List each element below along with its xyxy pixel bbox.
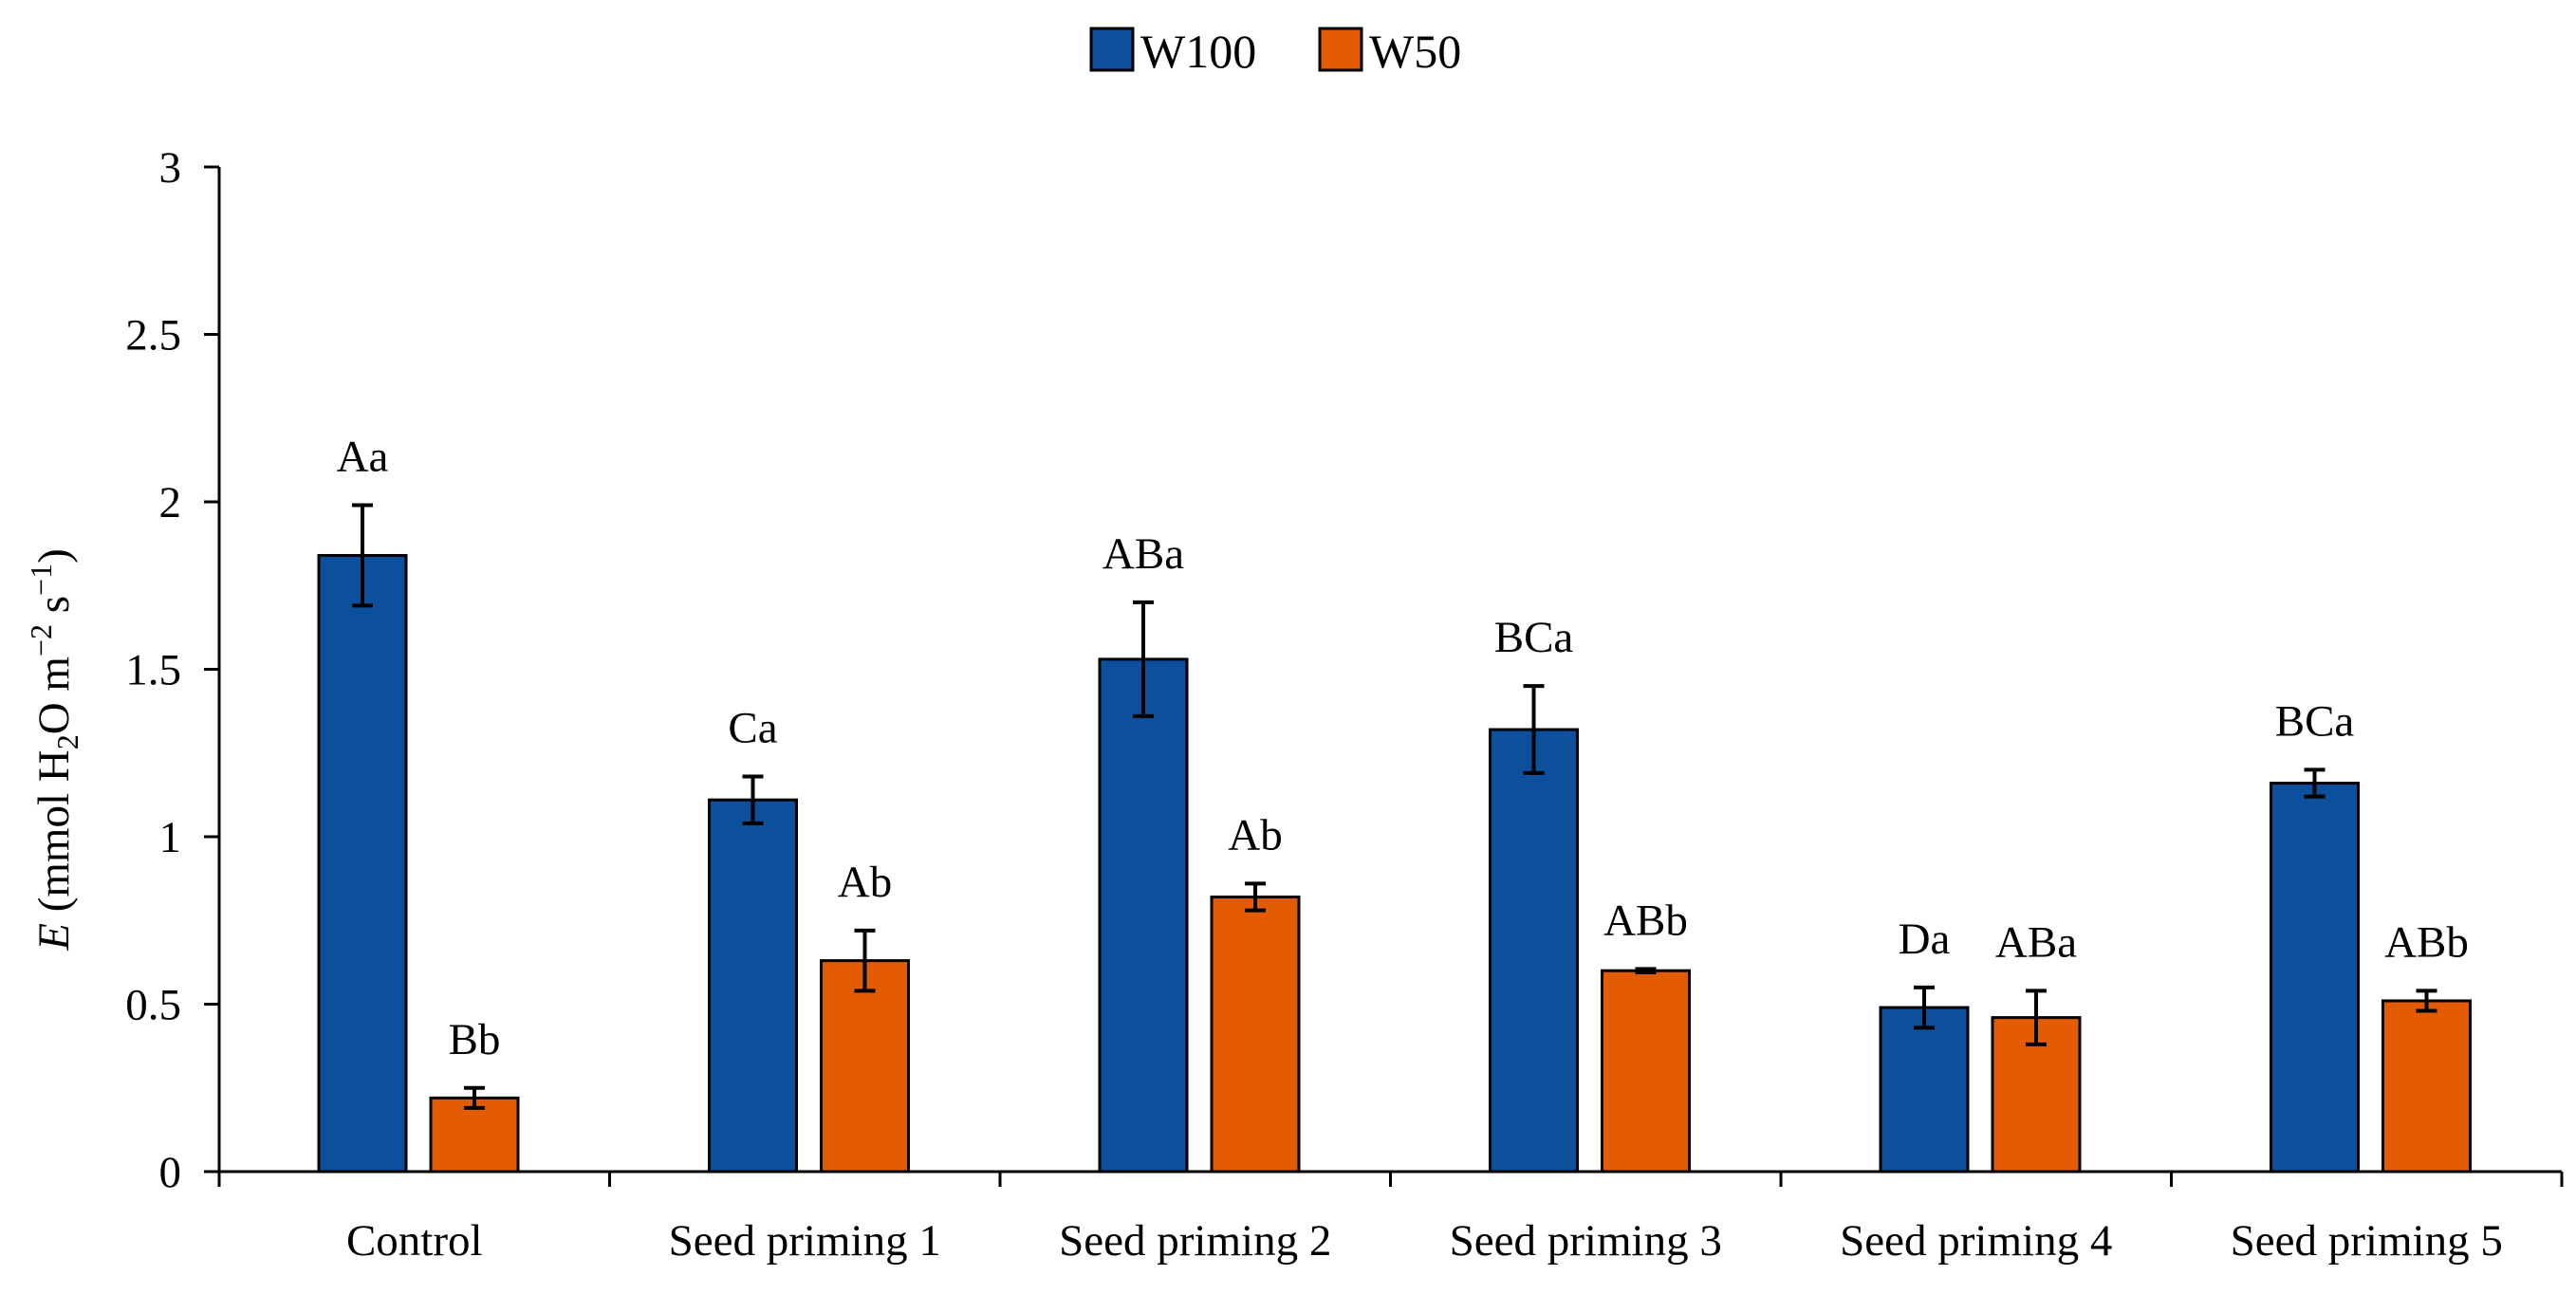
y-axis-label-middle: O m xyxy=(29,656,79,734)
legend-swatch-w100 xyxy=(1089,27,1135,72)
error-bars xyxy=(352,503,2437,1110)
x-category-label: Control xyxy=(346,1216,483,1266)
y-axis-label-prefix: (mmol H xyxy=(29,749,79,923)
bar-w100 xyxy=(1098,657,1189,1174)
y-tick-label: 0 xyxy=(159,1148,182,1197)
significance-label: Aa xyxy=(337,433,389,482)
legend-swatch-w50 xyxy=(1318,27,1363,72)
y-tick-label: 2.5 xyxy=(125,311,181,360)
legend-label-w100: W100 xyxy=(1140,25,1256,78)
legend-label-w50: W50 xyxy=(1369,25,1461,78)
y-tick-label: 0.5 xyxy=(125,981,181,1030)
bar-w100 xyxy=(1879,1006,1970,1174)
bar-w50 xyxy=(1210,896,1301,1174)
significance-label: Da xyxy=(1899,915,1951,964)
y-axis-label-sup2: −1 xyxy=(24,564,58,596)
y-axis-label-middle2: s xyxy=(29,596,79,624)
bar-w50 xyxy=(1601,969,1691,1174)
significance-label: Ca xyxy=(728,703,777,752)
bars xyxy=(317,553,2472,1174)
bar-w100 xyxy=(1489,728,1579,1174)
bar-w100 xyxy=(317,553,408,1174)
significance-label: Bb xyxy=(449,1015,501,1064)
significance-label: ABb xyxy=(2384,917,2469,967)
y-axis: 0 0.5 1 1.5 2 2.5 3 xyxy=(125,143,221,1197)
y-tick-label: 1 xyxy=(159,813,182,862)
significance-labels: Aa Ca ABa BCa Da BCa Bb Ab Ab ABb ABa ABb xyxy=(337,433,2469,1064)
x-category-label: Seed priming 4 xyxy=(1840,1216,2112,1266)
bar-w50 xyxy=(820,959,910,1174)
significance-label: ABa xyxy=(1995,917,2077,967)
significance-label: ABa xyxy=(1103,529,1184,579)
y-tick-label: 1.5 xyxy=(125,646,181,695)
y-axis-label: E (mmol H2O m−2 s−1) xyxy=(24,548,84,952)
bar-w100 xyxy=(2270,782,2360,1174)
significance-label: BCa xyxy=(2275,696,2355,746)
x-category-label: Seed priming 5 xyxy=(2231,1216,2503,1266)
bar-w50 xyxy=(429,1096,520,1174)
y-tick-label: 2 xyxy=(159,478,182,527)
y-tick-label: 3 xyxy=(159,143,182,193)
x-axis: Control Seed priming 1 Seed priming 2 Seed … xyxy=(217,1170,2564,1266)
significance-label: ABb xyxy=(1603,896,1688,945)
significance-label: Ab xyxy=(838,858,892,907)
y-axis-label-variable: E xyxy=(29,923,79,952)
x-category-label: Seed priming 1 xyxy=(669,1216,941,1266)
y-axis-label-sub: 2 xyxy=(50,734,84,749)
legend: W100 W50 xyxy=(1089,25,1461,78)
x-category-label: Seed priming 3 xyxy=(1450,1216,1722,1266)
significance-label: BCa xyxy=(1494,613,1574,662)
significance-label: Ab xyxy=(1228,810,1282,860)
y-axis-label-suffix: ) xyxy=(29,548,79,564)
bar-w50 xyxy=(2381,999,2472,1174)
bar-w100 xyxy=(708,798,798,1174)
y-axis-label-sup1: −2 xyxy=(24,624,58,656)
x-category-label: Seed priming 2 xyxy=(1059,1216,1331,1266)
bar-w50 xyxy=(1991,1016,2082,1174)
